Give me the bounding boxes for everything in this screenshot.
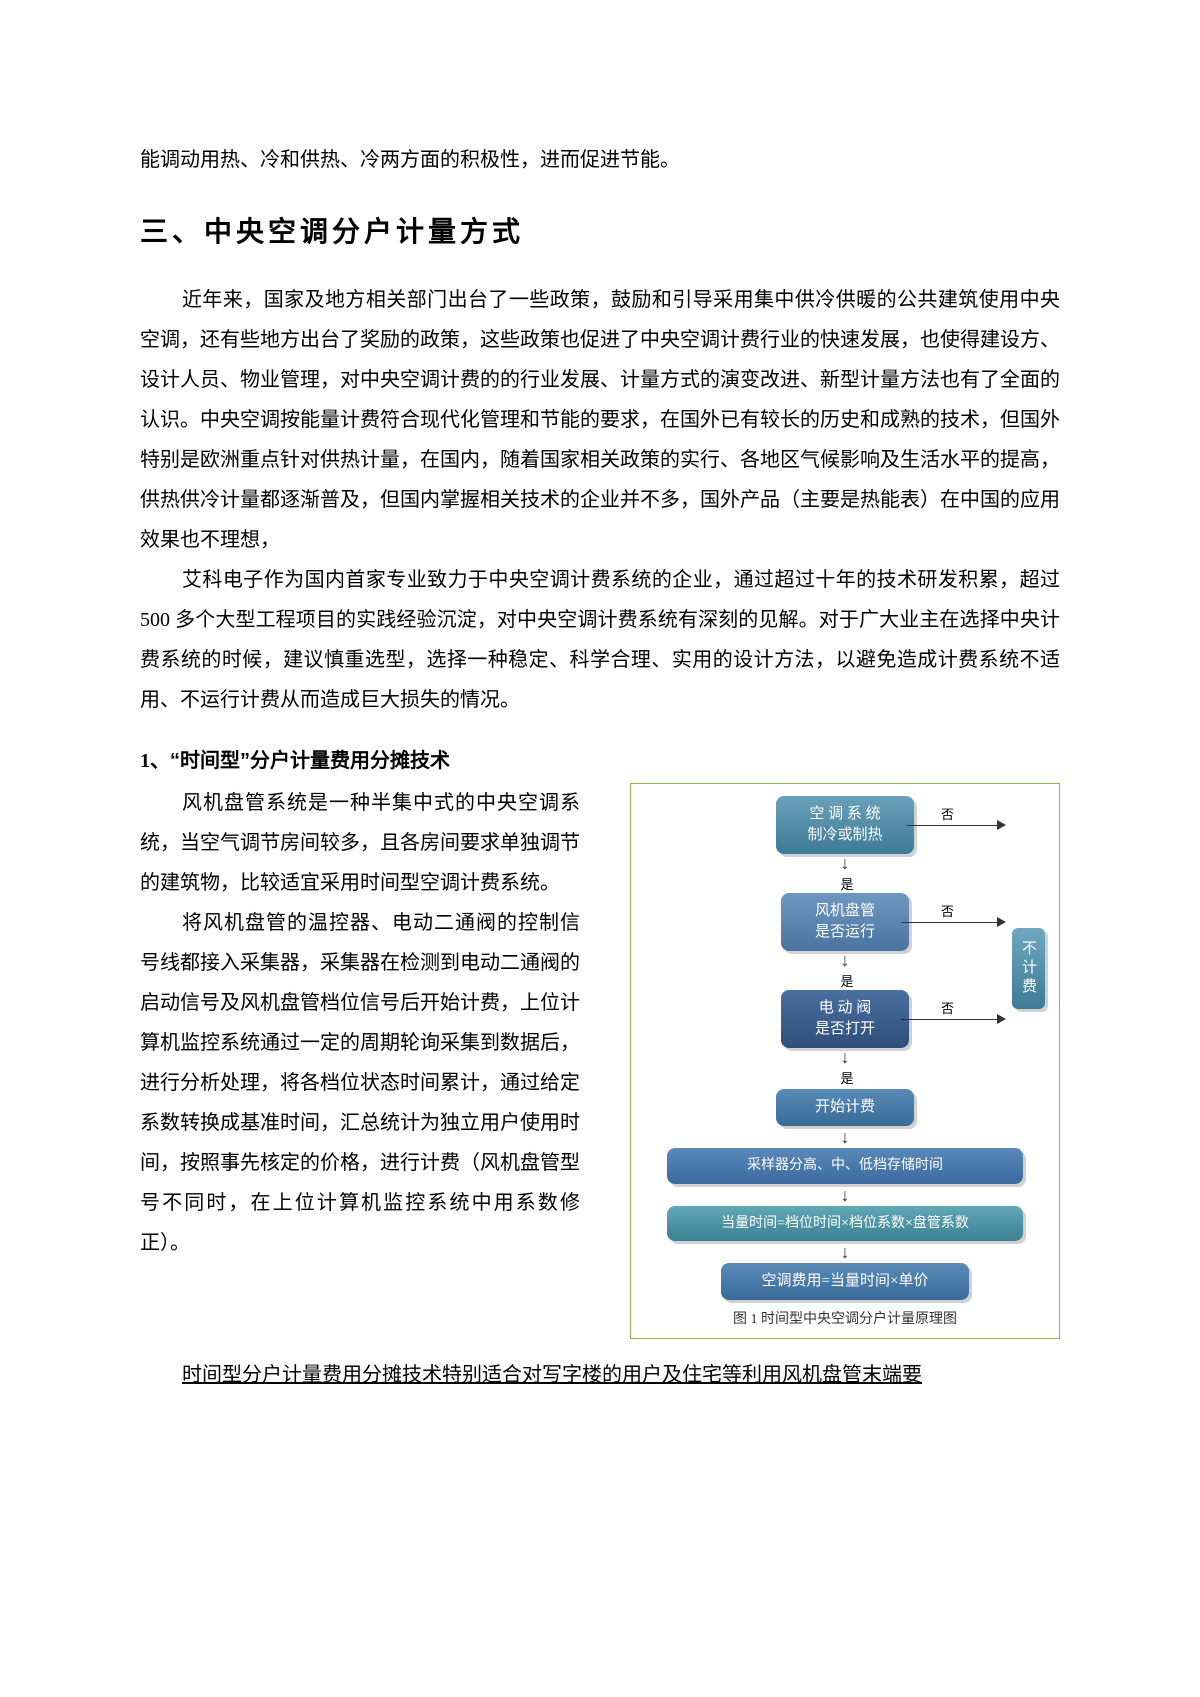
subheading-text: “时间型”分户计量费用分摊技术 <box>170 750 450 772</box>
arrow-down-icon: ↓ <box>841 1128 850 1146</box>
arrow-down-icon: ↓ <box>841 854 850 872</box>
flow-node-4: 开始计费 <box>776 1089 914 1126</box>
section-heading: 三、中央空调分户计量方式 <box>140 210 1060 250</box>
flow-node-6: 当量时间=档位时间×档位系数×盘管系数 <box>667 1206 1023 1242</box>
flow-label-no-2: 否 <box>941 901 954 920</box>
flow-node-1: 空 调 系 统制冷或制热 <box>776 796 914 854</box>
flow-label-yes-1: 是 <box>840 874 853 893</box>
intro-line: 能调动用热、冷和供热、冷两方面的积极性，进而促进节能。 <box>140 140 1060 180</box>
left-text-column: 风机盘管系统是一种半集中式的中央空调系统，当空气调节房间较多，且各房间要求单独调… <box>140 783 580 1263</box>
flow-label-no-1: 否 <box>941 804 954 823</box>
left-paragraph-1: 风机盘管系统是一种半集中式的中央空调系统，当空气调节房间较多，且各房间要求单独调… <box>140 783 580 903</box>
flow-node-5: 采样器分高、中、低档存储时间 <box>667 1148 1023 1184</box>
flow-node-7: 空调费用=当量时间×单价 <box>721 1263 969 1300</box>
left-paragraph-2: 将风机盘管的温控器、电动二通阀的控制信号线都接入采集器，采集器在检测到电动二通阀… <box>140 903 580 1263</box>
arrow-down-icon: ↓ <box>841 1048 850 1066</box>
document-page: 能调动用热、冷和供热、冷两方面的积极性，进而促进节能。 三、中央空调分户计量方式… <box>0 0 1200 1475</box>
subsection-heading: 1、“时间型”分户计量费用分摊技术 <box>140 744 1060 773</box>
underlined-paragraph: 时间型分户计量费用分摊技术特别适合对写字楼的用户及住宅等利用风机盘管末端要 <box>140 1355 1060 1395</box>
flow-label-yes-3: 是 <box>840 1068 853 1087</box>
flowchart: 不计费 空 调 系 统制冷或制热 否 ↓ 是 风机盘管是否运行 否 <box>641 798 1049 1328</box>
paragraph-2: 艾科电子作为国内首家专业致力于中央空调计费系统的企业，通过超过十年的技术研发积累… <box>140 560 1060 720</box>
arrow-down-icon: ↓ <box>841 951 850 969</box>
flowchart-panel: 不计费 空 调 系 统制冷或制热 否 ↓ 是 风机盘管是否运行 否 <box>630 783 1060 1339</box>
subheading-number: 1、 <box>140 750 170 772</box>
flow-node-2: 风机盘管是否运行 <box>781 893 909 951</box>
paragraph-1: 近年来，国家及地方相关部门出台了一些政策，鼓励和引导采用集中供冷供暖的公共建筑使… <box>140 280 1060 560</box>
figure-caption: 图 1 时间型中央空调分户计量原理图 <box>733 1308 957 1328</box>
two-column-section: 风机盘管系统是一种半集中式的中央空调系统，当空气调节房间较多，且各房间要求单独调… <box>140 783 1060 1339</box>
flow-label-no-3: 否 <box>941 998 954 1017</box>
arrow-down-icon: ↓ <box>841 1243 850 1261</box>
flow-node-3: 电 动 阀是否打开 <box>781 990 909 1048</box>
arrow-down-icon: ↓ <box>841 1186 850 1204</box>
flow-label-yes-2: 是 <box>840 971 853 990</box>
